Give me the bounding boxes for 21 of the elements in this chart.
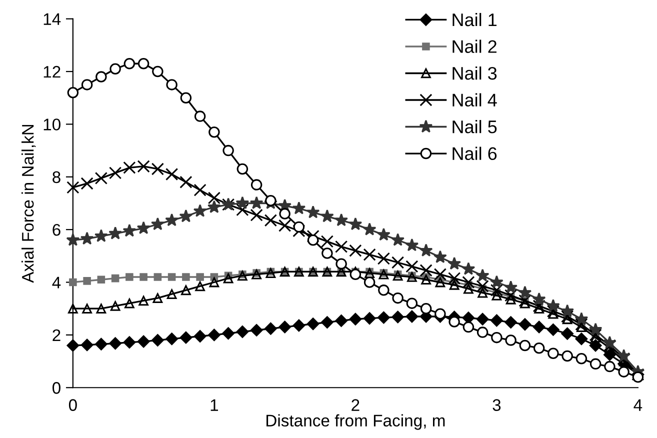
x-axis-title: Distance from Facing, m xyxy=(266,414,445,430)
x-tick-label: 4 xyxy=(634,399,642,411)
y-tick-label: 4 xyxy=(52,276,61,288)
y-axis-title: Axial Force in Nail,kN xyxy=(21,124,36,283)
y-tick-label: 10 xyxy=(44,118,60,130)
x-tick-label: 2 xyxy=(352,399,360,411)
x-tick-label: 3 xyxy=(492,399,501,411)
x-tick-label: 1 xyxy=(210,399,218,411)
y-tick-label: 6 xyxy=(52,224,60,236)
y-tick-label: 8 xyxy=(52,171,60,184)
y-tick-label: 0 xyxy=(52,382,60,394)
legend-label: Nail 3 xyxy=(452,66,497,80)
x-tick-label: 0 xyxy=(68,399,77,411)
legend-label: Nail 2 xyxy=(452,40,496,53)
legend-label: Nail 6 xyxy=(452,146,497,160)
legend-label: Nail 1 xyxy=(452,12,497,26)
y-tick-label: 14 xyxy=(44,13,61,25)
y-tick-label: 2 xyxy=(52,329,60,341)
y-tick-label: 12 xyxy=(44,66,60,78)
legend-label: Nail 4 xyxy=(452,93,497,107)
legend-label: Nail 5 xyxy=(452,120,497,134)
